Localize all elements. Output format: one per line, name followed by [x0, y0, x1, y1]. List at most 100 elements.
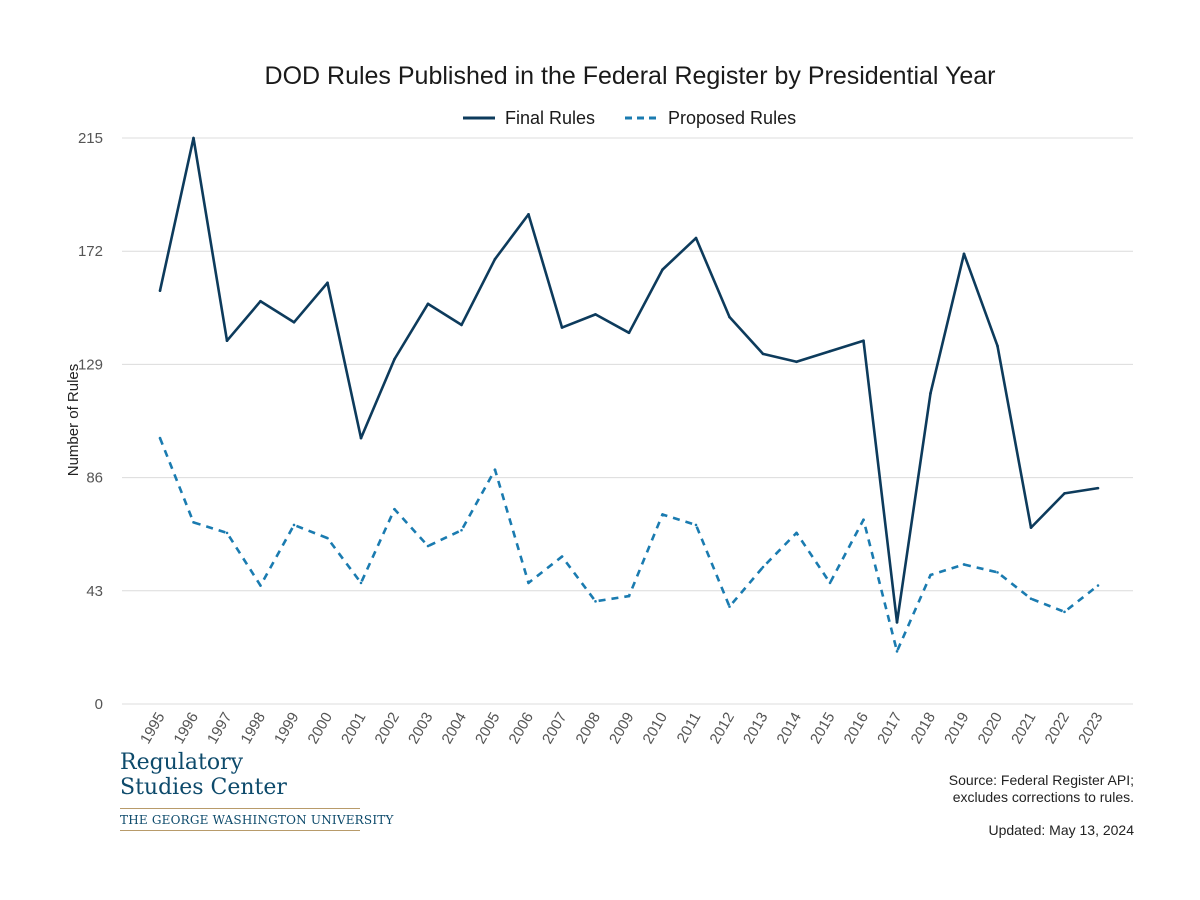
logo-line-1: Regulatory — [120, 750, 244, 775]
data-point — [627, 331, 631, 335]
series-proposed-rules — [158, 436, 1100, 653]
data-point — [728, 605, 731, 608]
x-tick-label: 2017 — [874, 710, 905, 747]
data-point — [728, 315, 731, 319]
legend-item: Final Rules — [463, 108, 595, 128]
source-line-1: Source: Federal Register API; — [948, 772, 1134, 788]
gridlines — [122, 137, 1133, 705]
data-point — [292, 523, 296, 527]
data-point — [1096, 486, 1100, 490]
x-tick-label: 2020 — [975, 710, 1006, 747]
x-tick-label: 2010 — [640, 710, 671, 747]
data-point — [929, 573, 932, 577]
data-point — [996, 344, 999, 348]
data-point — [393, 357, 396, 361]
x-tick-label: 2004 — [439, 710, 470, 747]
x-tick-label: 2022 — [1042, 710, 1073, 747]
data-point — [1096, 584, 1100, 587]
data-point — [292, 320, 296, 324]
x-tick-label: 2001 — [338, 710, 369, 747]
data-point — [426, 544, 430, 548]
data-point — [527, 213, 530, 216]
chart-title: DOD Rules Published in the Federal Regis… — [265, 62, 996, 90]
x-tick-label: 1998 — [238, 710, 269, 747]
data-point — [326, 536, 329, 540]
logo-divider — [120, 808, 360, 809]
x-tick-label: 2003 — [405, 710, 436, 747]
data-point — [627, 594, 631, 598]
x-tick-label: 2007 — [539, 710, 570, 747]
data-point — [225, 339, 229, 343]
x-tick-label: 2005 — [472, 710, 503, 747]
data-point — [895, 621, 899, 624]
series-final-rules — [158, 136, 1100, 624]
data-point — [359, 436, 363, 440]
y-axis-ticks: 0 43 86 129 172 215 — [78, 130, 103, 713]
series-lines — [158, 136, 1100, 653]
y-tick-label: 129 — [78, 356, 103, 373]
data-point — [594, 600, 597, 603]
legend-label: Final Rules — [505, 108, 595, 128]
logo-university: THE GEORGE WASHINGTON UNIVERSITY — [120, 813, 394, 827]
x-tick-label: 2008 — [573, 710, 604, 747]
source-line-2: excludes corrections to rules. — [952, 789, 1134, 805]
data-point — [259, 584, 262, 587]
y-tick-label: 172 — [78, 243, 103, 260]
logo-line-2: Studies Center — [120, 775, 287, 800]
data-point — [795, 531, 798, 535]
data-point — [493, 257, 497, 261]
logo-divider-bottom — [120, 830, 360, 831]
data-point — [761, 352, 765, 356]
x-tick-label: 2012 — [707, 710, 738, 747]
series-line — [158, 136, 1099, 624]
x-tick-label: 2006 — [506, 710, 537, 747]
series-line — [158, 437, 1099, 653]
data-point — [1029, 597, 1033, 600]
data-point — [996, 571, 999, 574]
data-point — [962, 563, 966, 566]
data-point — [795, 360, 798, 364]
data-point — [761, 565, 765, 569]
x-tick-label: 2014 — [774, 710, 805, 747]
data-point — [460, 323, 463, 327]
rsc-logo: Regulatory Studies Center THE GEORGE WAS… — [120, 750, 394, 831]
legend: Final Rules Proposed Rules — [463, 108, 796, 128]
legend-item: Proposed Rules — [625, 108, 796, 128]
x-tick-label: 2016 — [841, 710, 872, 747]
x-tick-label: 2018 — [908, 710, 939, 747]
x-tick-label: 2011 — [674, 710, 705, 746]
x-tick-label: 1996 — [171, 710, 202, 747]
y-tick-label: 43 — [86, 583, 103, 600]
data-point — [225, 531, 229, 535]
x-tick-label: 2023 — [1075, 710, 1106, 747]
x-tick-label: 2015 — [807, 710, 838, 747]
y-axis-label: Number of Rules — [65, 364, 82, 477]
data-point — [259, 299, 262, 303]
data-point — [962, 252, 966, 256]
data-point — [828, 581, 832, 585]
data-point — [359, 581, 363, 585]
x-tick-label: 1997 — [204, 710, 235, 747]
data-point — [895, 650, 899, 653]
source-note: Source: Federal Register API; excludes c… — [949, 772, 1134, 806]
data-point — [326, 281, 329, 285]
data-point — [560, 326, 564, 329]
data-point — [192, 136, 195, 140]
data-point — [1029, 526, 1033, 529]
y-tick-label: 86 — [86, 470, 103, 487]
data-point — [192, 521, 195, 524]
x-axis-ticks: 1995 1996 1997 1998 1999 2000 2001 2002 2003 2004… — [137, 710, 1106, 747]
data-point — [460, 528, 463, 532]
data-point — [158, 436, 162, 440]
data-point — [661, 513, 664, 516]
data-point — [1063, 610, 1066, 614]
data-point — [828, 349, 832, 353]
legend-label: Proposed Rules — [668, 108, 796, 128]
x-tick-label: 2002 — [372, 710, 403, 747]
data-point — [694, 236, 698, 240]
y-tick-label: 0 — [95, 696, 103, 713]
data-point — [527, 581, 530, 585]
y-tick-label: 215 — [78, 130, 103, 147]
data-point — [158, 289, 162, 292]
